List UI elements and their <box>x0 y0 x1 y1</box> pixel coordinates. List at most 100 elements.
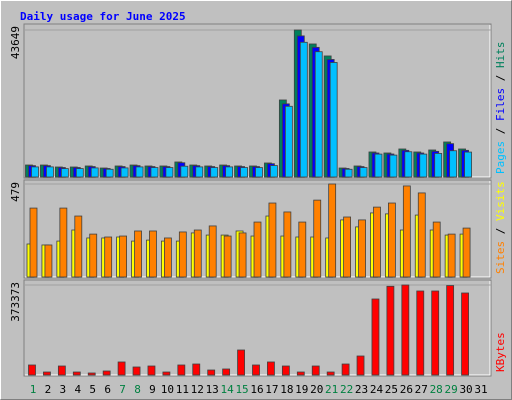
bar <box>74 215 83 278</box>
chart-title: Daily usage for June 2025 <box>20 10 186 23</box>
bar <box>356 355 365 376</box>
x-tick-label: 14 <box>221 383 235 396</box>
bar <box>447 233 456 278</box>
x-tick-label: 4 <box>74 383 81 396</box>
x-tick-label: 19 <box>295 383 308 396</box>
x-tick-label: 10 <box>161 383 174 396</box>
panel <box>23 23 492 179</box>
x-tick-label: 6 <box>104 383 111 396</box>
x-tick-label: 22 <box>340 383 353 396</box>
bar <box>149 230 157 278</box>
bar <box>192 363 201 376</box>
bar <box>313 199 322 278</box>
bar <box>150 167 159 178</box>
bar <box>177 364 186 376</box>
legend-entry: Sites <box>494 241 507 274</box>
bar <box>102 370 111 376</box>
bar <box>120 167 129 178</box>
bar <box>57 365 66 376</box>
bar <box>387 202 396 278</box>
bar <box>284 105 293 178</box>
bar <box>341 363 350 376</box>
bar <box>374 153 383 178</box>
y-tick-label: 479 <box>9 182 22 202</box>
bar <box>89 233 98 278</box>
bar <box>434 153 443 178</box>
legend-entry: Visits <box>494 181 507 221</box>
legend-entry: KBytes <box>494 332 507 372</box>
bar <box>193 229 202 278</box>
x-tick-label: 24 <box>370 383 384 396</box>
bar <box>298 221 307 278</box>
x-tick-label: 31 <box>474 383 487 396</box>
bar <box>267 361 275 376</box>
bar <box>117 361 126 376</box>
bar <box>419 153 428 178</box>
bar <box>208 225 217 278</box>
bar <box>163 237 172 278</box>
bar <box>59 207 68 278</box>
x-tick-label: 18 <box>280 383 293 396</box>
bar <box>252 364 260 376</box>
bar <box>135 166 144 178</box>
bar <box>326 371 335 376</box>
x-tick-label: 5 <box>89 383 96 396</box>
bar <box>44 244 53 278</box>
legend-entry: Files <box>494 88 507 121</box>
legend: KBytes <box>494 332 507 372</box>
bar <box>87 372 96 376</box>
x-tick-label: 20 <box>310 383 323 396</box>
bar <box>255 167 263 178</box>
bar <box>29 207 38 278</box>
x-tick-label: 1 <box>30 383 37 396</box>
x-tick-label: 7 <box>119 383 126 396</box>
bar <box>417 192 426 278</box>
bar <box>299 41 308 178</box>
bar <box>180 165 189 178</box>
bar <box>358 219 366 278</box>
bar <box>132 366 141 376</box>
bar <box>210 167 219 178</box>
y-tick-label: 373373 <box>9 282 22 322</box>
bar <box>432 221 441 278</box>
bar <box>60 168 69 178</box>
x-tick-label: 30 <box>459 383 472 396</box>
bar <box>162 371 171 376</box>
x-tick-label: 21 <box>325 383 338 396</box>
bar <box>28 364 36 376</box>
legend-entry: Pages <box>494 141 507 174</box>
bar <box>402 185 411 278</box>
x-tick-label: 23 <box>355 383 368 396</box>
x-tick-label: 11 <box>176 383 189 396</box>
bar <box>386 285 395 376</box>
x-tick-label: 12 <box>191 383 204 396</box>
x-tick-label: 16 <box>250 383 263 396</box>
panel <box>23 279 492 377</box>
legend-separator: / <box>494 221 507 241</box>
bar <box>343 216 352 278</box>
bar <box>464 151 472 178</box>
bar <box>31 166 39 178</box>
bar <box>104 236 113 278</box>
bar <box>105 168 114 178</box>
bar <box>461 292 469 376</box>
x-tick-label: 8 <box>134 383 141 396</box>
x-tick-label: 15 <box>235 383 248 396</box>
legend: Sites / Visits <box>494 181 507 274</box>
bar <box>119 235 127 278</box>
x-tick-label: 25 <box>385 383 398 396</box>
x-tick-label: 3 <box>60 383 67 396</box>
x-tick-label: 2 <box>45 383 52 396</box>
bar <box>283 211 292 278</box>
bar <box>296 371 305 376</box>
bar <box>195 166 204 178</box>
bar <box>178 231 187 278</box>
bar <box>281 365 290 376</box>
bar <box>238 232 247 278</box>
bar <box>431 290 440 376</box>
bar <box>329 62 338 178</box>
bar <box>462 227 471 278</box>
bar <box>222 368 231 376</box>
bar <box>240 167 248 178</box>
